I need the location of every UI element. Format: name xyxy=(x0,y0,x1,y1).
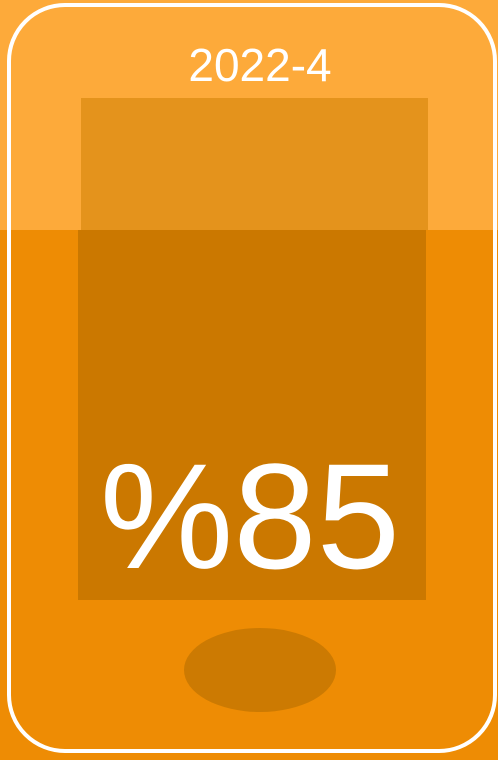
screen-bottom xyxy=(78,230,426,600)
home-button xyxy=(184,628,336,712)
title: 2022-4 xyxy=(188,39,331,91)
screen-top xyxy=(81,98,428,230)
value-text: %85 xyxy=(100,432,400,600)
phone-outline xyxy=(7,3,497,753)
